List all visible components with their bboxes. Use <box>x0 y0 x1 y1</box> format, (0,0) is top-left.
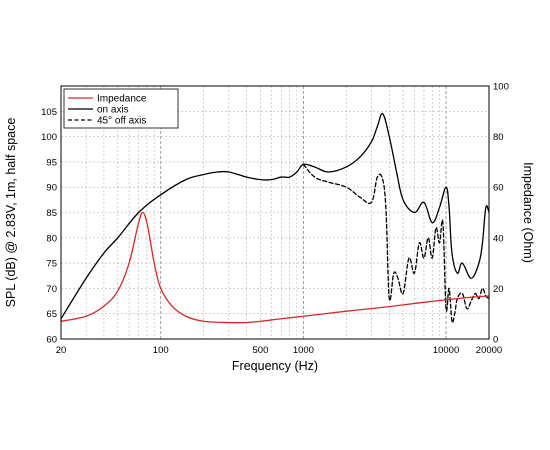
x-tick-label: 500 <box>253 345 269 356</box>
y-tick-label-right: 40 <box>493 233 504 244</box>
y-tick-label-left: 65 <box>46 309 57 320</box>
y-tick-label-left: 95 <box>46 157 57 168</box>
y-tick-label-left: 85 <box>46 208 57 219</box>
y-tick-label-right: 60 <box>493 183 504 194</box>
x-tick-label: 20 <box>56 345 67 356</box>
y-tick-label-right: 100 <box>493 82 509 93</box>
series-on-axis <box>60 112 490 320</box>
x-tick-label: 20000 <box>476 345 502 356</box>
x-tick-label: 1000 <box>293 345 314 356</box>
y-axis-left-title: SPL (dB) @ 2.83V, 1m, half space <box>4 118 18 308</box>
y-tick-label-left: 70 <box>46 284 57 295</box>
x-tick-label: 100 <box>153 345 169 356</box>
legend-label-on-axis: on axis <box>97 105 129 116</box>
y-tick-label-left: 90 <box>46 183 57 194</box>
legend-box <box>63 88 179 129</box>
grid <box>61 86 489 339</box>
y-tick-label-right: 0 <box>493 335 498 346</box>
y-tick-label-left: 60 <box>46 335 57 346</box>
y-axis-right-title: Impedance (Ohm) <box>521 162 535 263</box>
series-off-axis <box>302 163 490 324</box>
y-tick-label-left: 105 <box>41 107 57 118</box>
series-impedance <box>60 211 490 324</box>
y-tick-label-right: 80 <box>493 132 504 143</box>
y-tick-label-right: 20 <box>493 284 504 295</box>
y-tick-label-left: 75 <box>46 259 57 270</box>
series-layer <box>60 112 490 324</box>
y-tick-label-left: 80 <box>46 233 57 244</box>
x-axis-title: Frequency (Hz) <box>232 359 318 373</box>
plot-frame <box>60 85 490 340</box>
legend: Impedance on axis 45° off axis <box>63 88 179 129</box>
legend-label-impedance: Impedance <box>97 94 147 105</box>
y-tick-label-left: 100 <box>41 132 57 143</box>
x-tick-label: 10000 <box>433 345 459 356</box>
tick-labels: 20 100 500 1000 10000 20000606570758085909510… <box>41 82 509 357</box>
legend-label-off-axis: 45° off axis <box>97 116 146 127</box>
